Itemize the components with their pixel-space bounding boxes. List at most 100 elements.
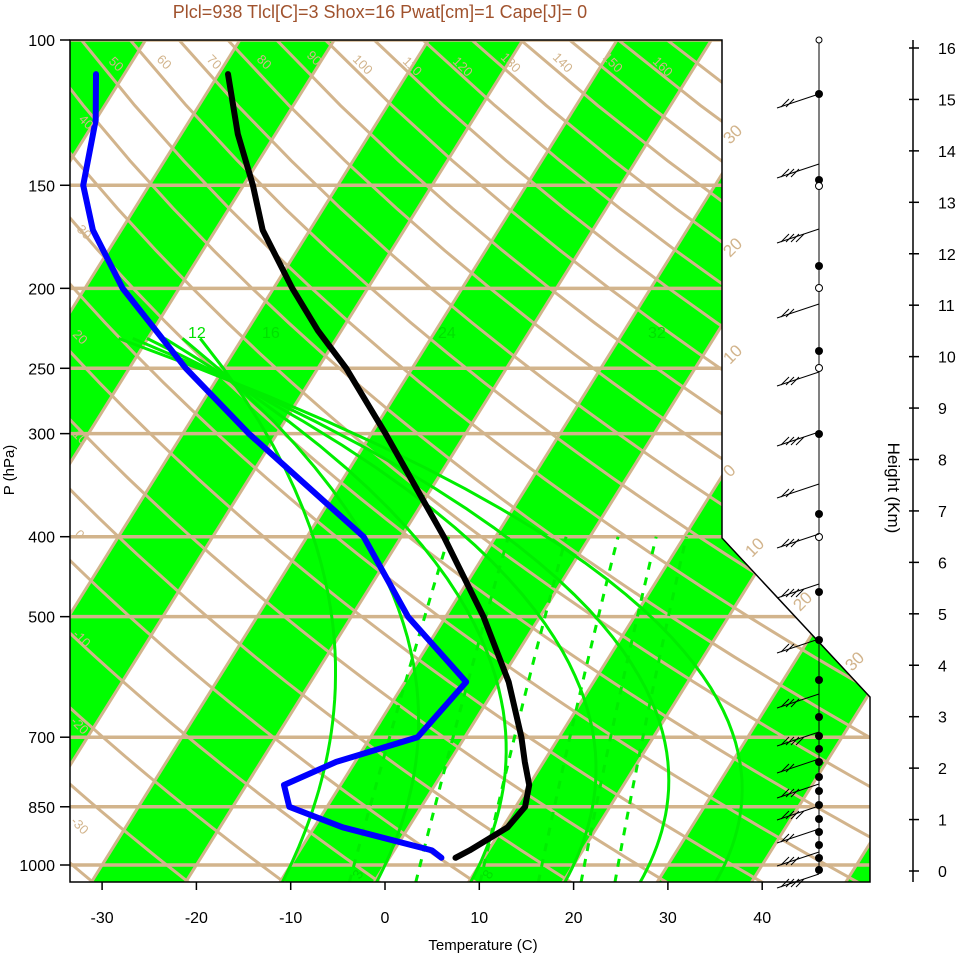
wind-barb-feather: [780, 376, 790, 386]
height-tick-label: 11: [938, 298, 955, 315]
wind-barb-feather: [780, 763, 790, 773]
plot-frame: [69, 39, 871, 883]
wind-barb-feather: [785, 763, 795, 773]
wind-barb-feather: [795, 588, 805, 598]
pressure-tick-label: 1000: [19, 858, 55, 875]
wind-barb: [776, 693, 820, 709]
wind-barb-feather: [790, 788, 800, 798]
wind-barb-feather: [785, 538, 795, 548]
pressure-tick-label: 100: [28, 33, 55, 50]
moist-adiabat-label: 20: [719, 234, 746, 261]
wind-marker: [815, 732, 823, 740]
wind-barb: [776, 371, 820, 387]
wind-barb-feather: [785, 308, 795, 318]
mixing-ratio-line: [579, 536, 658, 882]
mixing-ratio-line: [613, 536, 688, 882]
wind-barb: [776, 851, 820, 867]
wind-marker: [815, 841, 823, 849]
wind-barb-feather: [780, 538, 790, 548]
wind-marker: [815, 815, 823, 823]
moist-adiabat-label: 10: [741, 534, 768, 561]
x-axis-title: Temperature (C): [428, 937, 537, 954]
temperature-tick-label: 10: [470, 910, 488, 927]
wind-barb-feather: [780, 810, 790, 820]
height-tick-label: 5: [938, 607, 947, 624]
wind-marker: [815, 430, 823, 438]
wind-barb: [776, 873, 820, 889]
height-tick-label: 7: [938, 504, 947, 521]
pressure-tick-label: 200: [28, 281, 55, 298]
wind-barb-feather: [785, 878, 795, 888]
wind-marker: [815, 284, 823, 292]
wind-barb: [776, 303, 820, 319]
height-tick-label: 3: [938, 710, 947, 727]
wind-barb-feather: [785, 588, 795, 598]
wind-barb-feather: [795, 736, 805, 746]
temperature-tick-label: 40: [753, 910, 771, 927]
isotherm-line: [70, 40, 536, 882]
wind-barb: [776, 163, 820, 179]
pressure-tick-label: 500: [28, 610, 55, 627]
dry-adiabat-line: [70, 40, 870, 882]
moist-adiabat-line: [199, 337, 337, 882]
wind-barb-feather: [780, 856, 790, 866]
dry-adiabat-line: [70, 40, 396, 882]
wind-barb-feather: [790, 168, 800, 178]
dry-adiabat-line: [70, 40, 685, 882]
wind-barb-feather: [780, 698, 790, 708]
wind-barb-feather: [785, 833, 795, 843]
wind-marker: [815, 745, 823, 753]
wind-barb-feather: [790, 588, 800, 598]
wind-barb-feather: [785, 436, 795, 446]
y-axis-title: P (hPa): [1, 445, 18, 496]
moist-adiabat-label: 10: [719, 341, 746, 368]
wind-barb-feather: [785, 810, 795, 820]
wind-marker: [815, 866, 823, 874]
height-tick-label: 10: [938, 350, 956, 367]
wind-barb: [776, 758, 820, 774]
wind-marker: [815, 588, 823, 596]
isotherm-label: -30: [68, 814, 92, 838]
wind-barb: [776, 93, 820, 109]
wind-barb: [776, 828, 820, 844]
pressure-tick-label: 700: [28, 730, 55, 747]
dewpoint-profile: [80, 71, 470, 861]
wind-barbs: [776, 36, 823, 889]
wind-barb-feather: [780, 588, 790, 598]
wind-marker: [815, 176, 823, 184]
dry-adiabat-line: [226, 40, 870, 882]
wind-barb: [776, 431, 820, 447]
moist-adiabat-line: [181, 337, 421, 882]
wind-barb-feather: [785, 736, 795, 746]
wind-barb-feather: [785, 643, 795, 653]
moist-adiabat-line: [118, 336, 744, 882]
wind-barb-feather: [790, 856, 800, 866]
wind-barb-feather: [780, 233, 790, 243]
wind-barb-feather: [790, 698, 800, 708]
height-axis-title: Height (Km): [884, 443, 903, 534]
wind-barb: [776, 731, 820, 747]
isotherm-line: [70, 40, 347, 882]
wind-barb: [776, 533, 820, 549]
mixing-ratio-label: 16: [262, 325, 280, 342]
wind-barb: [776, 805, 820, 821]
wind-marker: [815, 636, 823, 644]
wind-barb-feather: [780, 878, 790, 888]
dry-adiabat-line: [70, 40, 203, 882]
wind-marker: [815, 773, 823, 781]
temperature-tick-label: 20: [565, 910, 583, 927]
temperature-band: [650, 40, 870, 882]
wind-barb-feather: [790, 233, 800, 243]
wind-barb-feather: [785, 376, 795, 386]
wind-marker: [815, 787, 823, 795]
wind-marker: [815, 347, 823, 355]
wind-barb-feather: [795, 436, 805, 446]
temperature-tick-label: 0: [381, 910, 390, 927]
wind-barb-feather: [790, 810, 800, 820]
isotherm-line: [177, 40, 725, 882]
temperature-tick-label: -30: [91, 910, 114, 927]
wind-marker: [815, 533, 823, 541]
wind-barb-feather: [795, 233, 805, 243]
